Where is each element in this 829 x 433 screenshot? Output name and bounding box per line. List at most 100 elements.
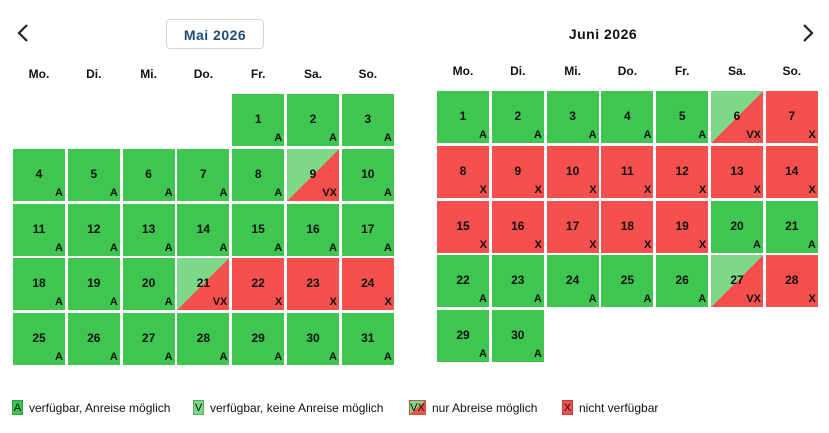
- day-number: 10: [565, 163, 580, 178]
- weekday-header: Mi.: [140, 67, 157, 81]
- day-status-code: A: [383, 351, 392, 364]
- day-cell[interactable]: 12 X: [656, 145, 709, 198]
- day-status-code: X: [274, 296, 283, 309]
- day-number: 5: [90, 166, 98, 181]
- day-number: 3: [364, 112, 372, 126]
- legend-swatch: A: [12, 400, 23, 415]
- previous-month-button[interactable]: [14, 22, 34, 44]
- day-cell[interactable]: 20 A: [711, 200, 763, 253]
- day-cell[interactable]: 14 A: [177, 203, 230, 256]
- day-number: 1: [254, 112, 262, 126]
- day-cell[interactable]: 17 A: [341, 203, 394, 256]
- day-number: 27: [141, 331, 156, 346]
- weekday-header: Di.: [86, 67, 102, 81]
- day-cell[interactable]: 12 A: [67, 203, 120, 256]
- day-number: 7: [788, 109, 796, 123]
- day-number: 13: [141, 221, 156, 236]
- day-cell[interactable]: 9 VX: [287, 148, 339, 201]
- day-cell[interactable]: 28 X: [765, 255, 818, 308]
- day-cell[interactable]: 29 A: [232, 313, 285, 366]
- day-number: 8: [254, 166, 262, 181]
- day-cell[interactable]: 24 A: [546, 255, 599, 308]
- day-number: 18: [32, 276, 46, 291]
- day-cell[interactable]: 20 A: [122, 258, 175, 311]
- day-cell[interactable]: 26 A: [656, 255, 709, 308]
- day-cell[interactable]: 21 A: [765, 200, 818, 253]
- day-cell[interactable]: 11 A: [13, 203, 65, 256]
- day-number: 29: [251, 331, 265, 346]
- day-number: 12: [675, 163, 689, 178]
- day-cell[interactable]: 31 A: [341, 313, 394, 366]
- legend-swatch: X: [562, 400, 573, 415]
- day-cell[interactable]: 30 A: [287, 313, 339, 366]
- day-number: 13: [730, 163, 744, 178]
- day-cell[interactable]: 24 X: [341, 258, 394, 311]
- day-cell[interactable]: 13 A: [122, 203, 175, 256]
- day-number: 24: [565, 273, 580, 288]
- day-cell[interactable]: 25 A: [13, 313, 65, 366]
- day-cell[interactable]: 6 VX: [711, 91, 763, 143]
- day-cell[interactable]: 10 A: [341, 148, 394, 201]
- day-number: 30: [306, 331, 320, 346]
- day-number: 2: [514, 109, 522, 123]
- weekday-header: Mi.: [564, 64, 581, 78]
- day-status-code: X: [698, 183, 707, 196]
- day-cell[interactable]: 16 X: [491, 200, 544, 253]
- day-cell[interactable]: 15 X: [437, 200, 489, 253]
- day-cell[interactable]: 21 VX: [177, 258, 230, 311]
- day-number: 3: [569, 109, 576, 123]
- day-cell[interactable]: 19 X: [656, 200, 709, 253]
- day-cell[interactable]: 14 X: [765, 145, 818, 198]
- day-cell[interactable]: 25 A: [601, 255, 654, 308]
- day-cell[interactable]: 23 X: [287, 258, 339, 311]
- day-status-code: A: [109, 296, 118, 309]
- day-cell[interactable]: 13 X: [711, 145, 763, 198]
- day-cell[interactable]: 17 X: [546, 200, 599, 253]
- day-cell[interactable]: 11 X: [601, 145, 654, 198]
- day-status-code: X: [698, 238, 707, 251]
- day-status-code: A: [109, 186, 118, 199]
- day-cell[interactable]: 27 A: [122, 313, 175, 366]
- day-status-code: A: [164, 241, 173, 254]
- day-cell[interactable]: 23 A: [491, 255, 544, 308]
- month-title-may[interactable]: Mai 2026: [166, 19, 264, 49]
- day-cell[interactable]: 19 A: [67, 258, 120, 311]
- day-number: 26: [87, 331, 101, 346]
- day-cell[interactable]: 22 A: [437, 255, 489, 308]
- day-cell[interactable]: 30 A: [491, 310, 544, 363]
- day-cell[interactable]: 18 X: [601, 200, 654, 253]
- day-cell[interactable]: 10 X: [546, 145, 599, 198]
- day-status-code: A: [55, 241, 63, 254]
- day-status-code: A: [588, 293, 597, 306]
- legend-label: nur Abreise möglich: [432, 400, 538, 415]
- day-status-code: VX: [746, 129, 761, 141]
- day-cell[interactable]: 18 A: [13, 258, 65, 311]
- day-cell[interactable]: 26 A: [67, 313, 120, 366]
- day-cell[interactable]: 16 A: [287, 203, 339, 256]
- day-cell[interactable]: 28 A: [177, 313, 230, 366]
- day-cell[interactable]: 15 A: [232, 203, 285, 256]
- next-month-button[interactable]: [798, 22, 818, 44]
- day-status-code: A: [164, 351, 173, 364]
- day-number: 2: [309, 112, 317, 126]
- day-cell[interactable]: 27 VX: [711, 255, 763, 308]
- day-status-code: A: [588, 129, 597, 141]
- day-cell[interactable]: 29 A: [437, 310, 489, 363]
- day-cell[interactable]: 22 X: [232, 258, 285, 311]
